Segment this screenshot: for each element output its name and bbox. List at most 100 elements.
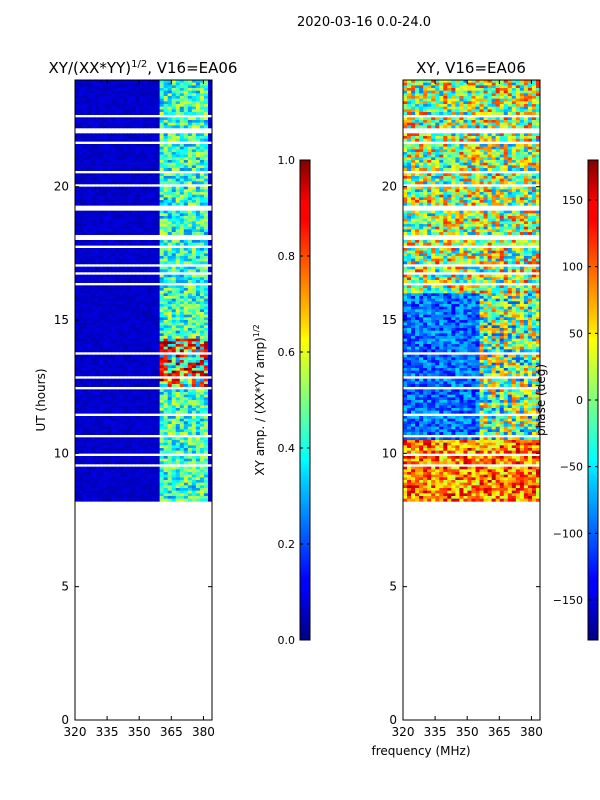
amplitude-heatmap-cell — [191, 466, 197, 470]
amplitude-heatmap-cell — [87, 256, 92, 259]
amplitude-heatmap-cell — [103, 450, 108, 454]
amplitude-heatmap-cell — [191, 304, 197, 307]
amplitude-heatmap-cell — [135, 181, 140, 185]
amplitude-heatmap-cell — [103, 426, 108, 430]
phase-heatmap-cell — [531, 85, 537, 89]
amplitude-heatmap-cell — [147, 472, 152, 475]
amplitude-heatmap-cell — [195, 197, 201, 201]
phase-heatmap-cell — [519, 88, 525, 91]
amplitude-heatmap-cell — [191, 317, 197, 321]
amplitude-heatmap-cell — [167, 136, 173, 139]
amplitude-heatmap-cell — [123, 445, 128, 449]
phase-heatmap-cell — [411, 98, 416, 102]
amplitude-heatmap-cell — [99, 178, 104, 182]
amplitude-heatmap-cell — [87, 493, 92, 497]
amplitude-heatmap-cell — [167, 162, 173, 166]
amplitude-heatmap-cell — [191, 416, 197, 419]
amplitude-heatmap-cell — [143, 194, 148, 198]
amplitude-heatmap-cell — [107, 410, 112, 414]
amplitude-heatmap-cell — [191, 421, 197, 425]
amplitude-heatmap-cell — [83, 397, 88, 401]
amplitude-heatmap-cell — [195, 389, 201, 393]
amplitude-heatmap-cell — [167, 269, 173, 273]
amplitude-heatmap-cell — [111, 160, 116, 163]
amplitude-heatmap-cell — [171, 469, 177, 473]
amplitude-heatmap-cell — [95, 394, 100, 398]
amplitude-heatmap-cell — [87, 280, 92, 283]
amplitude-heatmap-cell — [187, 280, 193, 283]
amplitude-heatmap-cell — [207, 394, 212, 398]
amplitude-heatmap-cell — [179, 117, 185, 121]
amplitude-heatmap-cell — [91, 296, 96, 299]
amplitude-heatmap-cell — [179, 394, 185, 398]
amplitude-heatmap-cell — [107, 133, 112, 137]
amplitude-heatmap-cell — [139, 96, 144, 99]
amplitude-heatmap-cell — [111, 112, 116, 115]
amplitude-heatmap-cell — [183, 213, 189, 217]
amplitude-heatmap-cell — [187, 357, 193, 361]
amplitude-heatmap-cell — [179, 346, 185, 350]
amplitude-heatmap-cell — [207, 333, 212, 337]
phase-heatmap-cell — [419, 96, 424, 99]
amplitude-heatmap-cell — [155, 488, 161, 491]
amplitude-heatmap-cell — [107, 461, 112, 465]
amplitude-heatmap-cell — [91, 480, 96, 483]
amplitude-heatmap-cell — [115, 394, 120, 398]
amplitude-heatmap-cell — [135, 498, 140, 502]
amplitude-heatmap-cell — [203, 248, 209, 251]
amplitude-heatmap-cell — [143, 250, 148, 254]
amplitude-heatmap-cell — [79, 488, 84, 491]
amplitude-panel: XY/(XX*YY)1/2, V16=EA06 320 335 350 365 3800… — [34, 59, 237, 739]
amplitude-heatmap-cell — [187, 250, 193, 254]
amplitude-heatmap-cell — [179, 325, 185, 329]
amplitude-heatmap-cell — [91, 304, 96, 307]
amplitude-heatmap-cell — [115, 400, 120, 403]
amplitude-heatmap-cell — [95, 312, 100, 315]
amplitude-heatmap-cell — [147, 192, 152, 195]
amplitude-heatmap-cell — [115, 90, 120, 94]
amplitude-heatmap-cell — [111, 176, 116, 179]
amplitude-heatmap-cell — [135, 216, 140, 219]
amplitude-heatmap-cell — [151, 168, 156, 171]
amplitude-heatmap-cell — [127, 277, 132, 281]
amplitude-heatmap-cell — [179, 373, 185, 377]
amplitude-colorbar-ticks: 0.00.20.40.60.81.0 — [278, 154, 310, 647]
amplitude-heatmap-cell — [139, 200, 144, 203]
amplitude-heatmap-cell — [163, 389, 169, 393]
amplitude-heatmap-cell — [151, 333, 156, 337]
amplitude-heatmap-cell — [75, 365, 80, 369]
amplitude-heatmap-cell — [115, 194, 120, 198]
amplitude-heatmap-cell — [195, 477, 201, 481]
amplitude-heatmap-cell — [95, 485, 100, 489]
amplitude-heatmap-cell — [87, 194, 92, 198]
amplitude-heatmap-cell — [159, 394, 165, 398]
amplitude-heatmap-cell — [171, 477, 177, 481]
amplitude-heatmap-cell — [155, 341, 161, 345]
amplitude-heatmap-cell — [171, 333, 177, 337]
amplitude-heatmap-cell — [87, 320, 92, 323]
amplitude-heatmap-cell — [147, 280, 152, 283]
amplitude-heatmap-cell — [191, 248, 197, 251]
amplitude-heatmap-cell — [171, 133, 177, 137]
amplitude-heatmap-cell — [83, 258, 88, 262]
amplitude-heatmap-cell — [191, 280, 197, 283]
phase-heatmap-cell — [419, 80, 424, 83]
phase-heatmap-cell — [455, 82, 460, 86]
amplitude-heatmap-cell — [187, 354, 193, 358]
amplitude-heatmap-cell — [159, 221, 165, 225]
amplitude-heatmap-cell — [203, 194, 209, 198]
amplitude-heatmap-cell — [111, 325, 116, 329]
amplitude-heatmap-cell — [99, 253, 104, 257]
amplitude-heatmap-cell — [167, 120, 173, 123]
amplitude-heatmap-cell — [111, 274, 116, 278]
amplitude-heatmap-cell — [207, 424, 212, 427]
amplitude-heatmap-cell — [179, 242, 185, 246]
amplitude-heatmap-cell — [123, 330, 128, 334]
amplitude-heatmap-cell — [191, 120, 197, 123]
amplitude-heatmap-cell — [167, 168, 173, 171]
amplitude-heatmap-cell — [83, 365, 88, 369]
amplitude-heatmap-cell — [203, 301, 209, 305]
amplitude-heatmap-cell — [207, 482, 212, 486]
amplitude-heatmap-cell — [171, 384, 177, 387]
amplitude-heatmap-cell — [83, 256, 88, 259]
